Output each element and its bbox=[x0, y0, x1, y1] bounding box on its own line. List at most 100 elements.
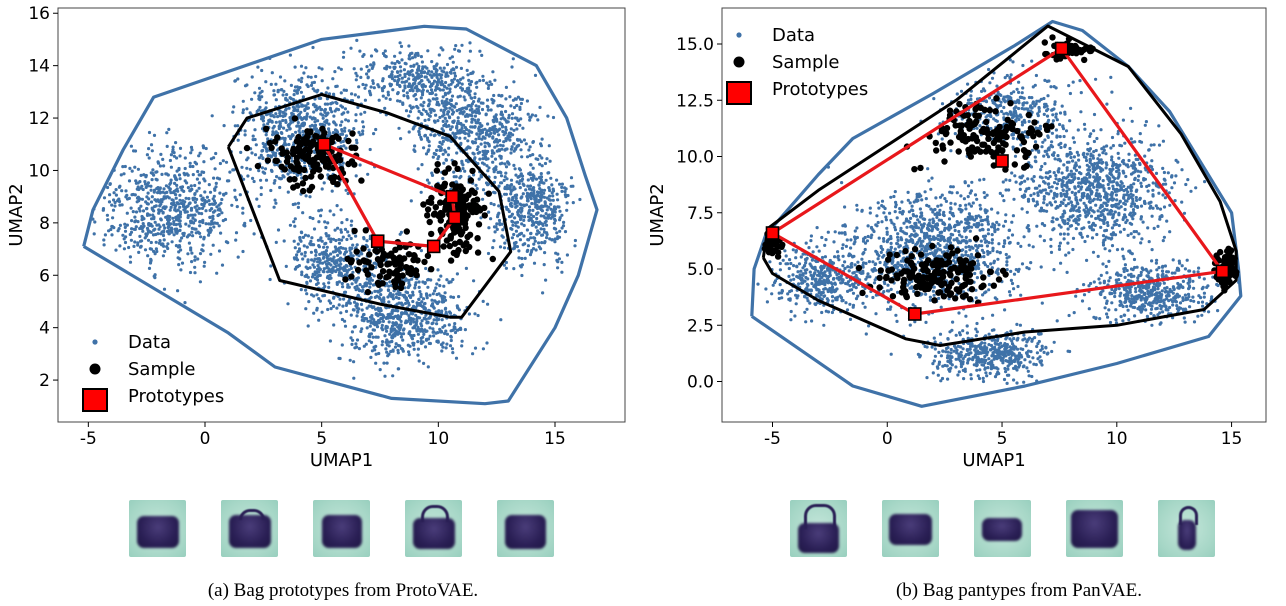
data-point bbox=[519, 148, 523, 152]
data-point bbox=[391, 293, 395, 297]
data-point bbox=[518, 107, 522, 111]
data-point bbox=[473, 312, 477, 316]
data-point bbox=[201, 249, 205, 253]
data-point bbox=[423, 118, 427, 122]
data-point bbox=[474, 81, 478, 85]
data-point bbox=[444, 80, 448, 85]
data-point bbox=[458, 136, 462, 140]
data-point bbox=[983, 195, 987, 199]
sample-point bbox=[473, 202, 480, 210]
data-point bbox=[300, 270, 304, 274]
data-point bbox=[469, 130, 473, 134]
data-point bbox=[516, 210, 520, 214]
sample-point bbox=[308, 173, 315, 180]
data-point bbox=[325, 253, 329, 257]
data-point bbox=[524, 188, 528, 192]
data-point bbox=[431, 321, 435, 325]
data-point bbox=[293, 65, 297, 69]
data-point bbox=[282, 126, 286, 130]
data-point bbox=[368, 319, 372, 323]
data-point bbox=[520, 177, 525, 181]
prototype-marker bbox=[426, 239, 441, 254]
data-point bbox=[518, 264, 523, 268]
data-point bbox=[445, 86, 449, 90]
data-point bbox=[134, 181, 138, 185]
data-point bbox=[204, 146, 208, 151]
data-point bbox=[205, 195, 209, 199]
data-point bbox=[525, 99, 530, 103]
data-point bbox=[486, 108, 490, 112]
data-point bbox=[324, 91, 328, 95]
data-point bbox=[190, 251, 194, 255]
data-point bbox=[136, 185, 140, 189]
data-point bbox=[121, 165, 125, 169]
data-point bbox=[113, 204, 117, 208]
data-point bbox=[555, 258, 559, 262]
data-point bbox=[889, 287, 893, 291]
data-point bbox=[353, 346, 357, 350]
data-point bbox=[293, 202, 297, 206]
data-point bbox=[432, 109, 436, 113]
data-point bbox=[502, 263, 506, 267]
data-point bbox=[536, 229, 540, 233]
data-point bbox=[388, 97, 392, 101]
data-point bbox=[982, 255, 986, 259]
data-point bbox=[417, 109, 421, 113]
data-point bbox=[103, 233, 107, 237]
data-point bbox=[916, 240, 920, 245]
data-point bbox=[411, 299, 415, 304]
data-point bbox=[168, 158, 172, 163]
sample-point bbox=[447, 257, 455, 264]
data-point bbox=[459, 86, 463, 90]
data-point bbox=[415, 84, 419, 88]
data-point bbox=[560, 260, 564, 264]
data-point bbox=[123, 229, 128, 233]
data-point bbox=[527, 209, 531, 214]
data-point bbox=[178, 205, 182, 209]
data-point bbox=[313, 123, 318, 127]
data-point bbox=[385, 350, 389, 354]
data-point bbox=[185, 172, 189, 176]
data-point bbox=[158, 164, 162, 168]
data-point bbox=[896, 238, 900, 242]
data-point bbox=[288, 170, 293, 174]
data-point bbox=[137, 250, 141, 254]
sample-point bbox=[312, 132, 319, 140]
data-point bbox=[197, 211, 201, 215]
data-point bbox=[1040, 301, 1044, 305]
data-point bbox=[504, 171, 508, 175]
data-point bbox=[311, 263, 315, 267]
data-point bbox=[981, 218, 985, 222]
data-point bbox=[319, 208, 323, 212]
data-point bbox=[199, 194, 203, 198]
data-point bbox=[183, 210, 187, 214]
data-point bbox=[368, 324, 372, 328]
data-point bbox=[295, 253, 299, 257]
sample-point bbox=[360, 245, 367, 252]
data-point bbox=[128, 255, 132, 259]
data-point bbox=[173, 175, 177, 179]
data-point bbox=[544, 278, 548, 282]
sample-point bbox=[379, 268, 387, 275]
y-tick-label: 4 bbox=[39, 319, 50, 339]
data-point bbox=[307, 300, 311, 304]
data-point bbox=[466, 114, 470, 118]
data-point bbox=[161, 233, 166, 238]
data-point bbox=[413, 92, 418, 97]
data-point bbox=[457, 49, 462, 53]
data-point bbox=[208, 215, 212, 219]
data-point bbox=[524, 142, 528, 146]
data-point bbox=[428, 99, 432, 103]
data-point bbox=[306, 266, 310, 271]
data-point bbox=[551, 198, 555, 202]
data-point bbox=[120, 189, 124, 193]
x-tick-label: 0 bbox=[200, 429, 211, 449]
data-point bbox=[334, 264, 338, 268]
data-point bbox=[405, 79, 409, 83]
data-point bbox=[453, 71, 457, 75]
data-point bbox=[539, 197, 543, 201]
data-point bbox=[240, 165, 244, 169]
data-point bbox=[480, 137, 484, 141]
data-point bbox=[393, 75, 397, 79]
data-point bbox=[284, 264, 288, 268]
